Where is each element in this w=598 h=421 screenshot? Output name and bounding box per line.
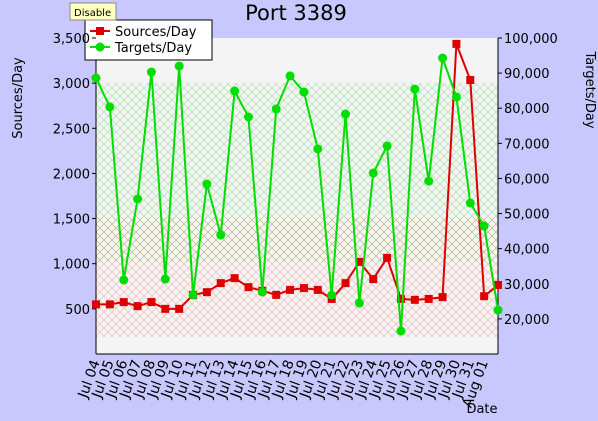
point: [230, 274, 239, 283]
point: [202, 288, 211, 297]
legend-marker: [95, 42, 105, 52]
y2-axis-label: Targets/Day: [582, 50, 597, 128]
y-tick-label: 2,500: [53, 122, 90, 137]
y-axis-label: Sources/Day: [11, 57, 26, 139]
band: [96, 262, 498, 337]
y2-tick-label: 20,000: [504, 313, 550, 328]
point: [91, 73, 101, 83]
point: [438, 293, 447, 302]
point: [383, 253, 392, 262]
y-tick-label: 2,000: [53, 167, 90, 182]
chart-title: Port 3389: [245, 1, 347, 25]
point: [424, 176, 434, 186]
point: [396, 294, 405, 303]
point: [452, 39, 461, 48]
y-tick-label: 1,500: [53, 213, 90, 228]
y2-tick-label: 60,000: [504, 172, 550, 187]
point: [355, 257, 364, 266]
legend-label: Targets/Day: [114, 41, 192, 56]
point: [382, 141, 392, 151]
y2-tick-label: 30,000: [504, 278, 550, 293]
point: [133, 302, 142, 311]
point: [175, 304, 184, 313]
point: [257, 287, 267, 297]
point: [243, 112, 253, 122]
y-tick-label: 3,000: [53, 77, 90, 92]
point: [410, 295, 419, 304]
point: [286, 285, 295, 294]
point: [396, 326, 406, 336]
point: [327, 290, 337, 300]
point: [410, 84, 420, 94]
series-line: [95, 57, 499, 332]
y-tick-label: 1,000: [53, 258, 90, 273]
legend-marker: [96, 27, 104, 35]
point: [466, 75, 475, 84]
y2-tick-label: 90,000: [504, 67, 550, 82]
tooltip[interactable]: [69, 2, 117, 21]
point: [244, 283, 253, 292]
point: [271, 104, 281, 114]
y2-tick-label: 100,000: [504, 32, 558, 47]
point: [119, 275, 129, 285]
x-axis-label: Date: [466, 402, 497, 417]
band: [96, 83, 498, 217]
point: [285, 71, 295, 81]
point: [341, 279, 350, 288]
tooltip-text[interactable]: Disable: [74, 8, 111, 19]
point: [105, 300, 114, 309]
point: [493, 305, 503, 315]
point: [354, 298, 364, 308]
point: [299, 87, 309, 97]
point: [216, 279, 225, 288]
point: [272, 290, 281, 299]
point: [313, 285, 322, 294]
point: [465, 198, 475, 208]
band: [96, 217, 498, 262]
point: [313, 144, 323, 154]
point: [133, 194, 143, 204]
point: [479, 221, 489, 231]
legend-label: Sources/Day: [115, 25, 197, 40]
point: [341, 109, 351, 119]
point: [494, 280, 502, 289]
point: [160, 274, 170, 284]
point: [451, 92, 461, 102]
legend: [84, 19, 213, 61]
point: [299, 284, 308, 293]
point: [424, 294, 433, 303]
point: [188, 290, 198, 300]
y2-tick-label: 40,000: [504, 243, 550, 258]
point: [480, 292, 489, 301]
y-tick-label: 3,500: [53, 32, 90, 47]
point: [147, 298, 156, 307]
point: [438, 53, 448, 63]
point: [105, 102, 115, 112]
point: [202, 179, 212, 189]
point: [119, 298, 128, 307]
point: [161, 304, 170, 313]
point: [92, 300, 100, 309]
point: [174, 61, 184, 71]
point: [369, 275, 378, 284]
y2-tick-label: 80,000: [504, 102, 550, 117]
point: [230, 86, 240, 96]
point: [146, 67, 156, 77]
y2-tick-label: 70,000: [504, 137, 550, 152]
point: [368, 168, 378, 178]
point: [216, 230, 226, 240]
y2-tick-label: 50,000: [504, 208, 550, 223]
y-tick-label: 500: [65, 303, 90, 318]
